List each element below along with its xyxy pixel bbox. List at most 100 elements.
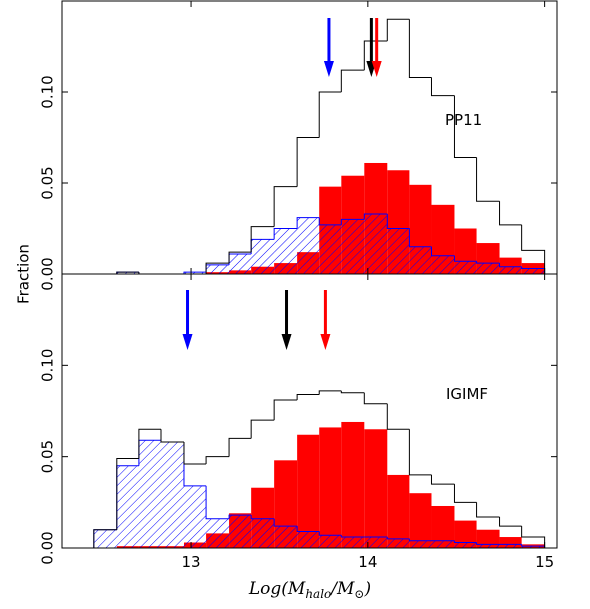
x-tick-label: 14 (358, 553, 377, 571)
panel-label: PP11 (445, 111, 482, 129)
bar-outline (296, 526, 320, 533)
bar-outline (453, 540, 477, 544)
arrow-head (323, 61, 334, 77)
bar-outline (228, 437, 252, 457)
bar (409, 540, 432, 548)
bar-outline (273, 518, 298, 527)
arrow-head (182, 334, 193, 350)
bar-outline (228, 251, 252, 264)
bar (476, 544, 500, 548)
bar-outline (273, 186, 298, 227)
x-axis-label-part: halo (305, 587, 331, 601)
bar (229, 253, 252, 274)
bar (454, 520, 477, 548)
arrow-marker (371, 18, 382, 77)
bar (499, 537, 522, 548)
bar (431, 540, 455, 548)
bar-outline (250, 515, 275, 520)
x-tick-label: 13 (182, 553, 201, 571)
y-axis-label: Fraction (15, 244, 33, 304)
arrow-head (371, 61, 382, 77)
bar (319, 427, 342, 548)
bar (387, 474, 410, 548)
bar-outline (318, 217, 342, 226)
bar (183, 485, 207, 548)
bar (454, 542, 477, 548)
bar-outline (408, 19, 432, 78)
bar (364, 429, 388, 548)
bar-outline (183, 271, 207, 274)
bar-outline (476, 502, 500, 518)
bar (251, 518, 275, 548)
bar-outline (453, 95, 477, 159)
arrow-marker (320, 290, 331, 350)
bar (521, 268, 545, 274)
bar-outline (296, 217, 320, 229)
bar (476, 529, 500, 548)
bar-outline (273, 228, 298, 240)
bar-outline (250, 226, 275, 253)
bar-outline (340, 218, 365, 225)
bar (476, 263, 500, 274)
y-tick-label: 0.00 (39, 531, 57, 564)
bar-outline (296, 137, 320, 187)
bar-outline (116, 271, 139, 274)
bar (183, 272, 207, 274)
bar-outline (116, 457, 139, 530)
bar-outline (363, 213, 388, 220)
bar-outline (408, 228, 432, 248)
x-axis-label-part: Log(M (248, 579, 306, 599)
bar-outline (318, 531, 342, 536)
bar-outline (430, 77, 455, 97)
bar (274, 228, 298, 274)
bar-outline (318, 91, 342, 138)
bar-outline (296, 394, 320, 401)
bar (341, 421, 365, 548)
bar-outline (228, 514, 252, 519)
bar-outline (453, 484, 477, 503)
bar-outline (318, 390, 342, 395)
bar (251, 239, 275, 274)
bar (116, 272, 139, 274)
bar (364, 537, 388, 548)
bar-outline (250, 419, 275, 439)
bar (116, 465, 139, 548)
bar (387, 538, 410, 548)
bar-outline (386, 18, 410, 42)
bar-outline (205, 262, 230, 274)
bar (387, 228, 410, 274)
bar (274, 526, 298, 548)
bar (319, 224, 342, 274)
bar-outline (453, 255, 477, 262)
x-axis-label: Log(Mhalo/M⊙) (248, 579, 371, 601)
bar-outline (386, 403, 410, 430)
arrow-marker (281, 290, 292, 350)
bar-outline (430, 246, 455, 257)
panel-label: IGIMF (446, 385, 488, 403)
y-tick-label: 0.00 (39, 257, 57, 290)
bar (319, 535, 342, 548)
y-tick-label: 0.10 (39, 75, 57, 108)
bar-outline (363, 392, 388, 405)
bar (229, 515, 252, 548)
x-axis-label-part: ) (363, 579, 371, 599)
y-tick-label: 0.05 (39, 166, 57, 199)
bar-outline (340, 390, 365, 394)
y-tick-label: 0.05 (39, 440, 57, 473)
bar (409, 493, 432, 548)
bar (364, 213, 388, 274)
x-axis-label-part: ⊙ (354, 587, 364, 601)
bar (341, 537, 365, 548)
bar-outline (476, 157, 500, 202)
bar (93, 529, 117, 548)
bar-outline (363, 40, 388, 71)
bar-outline (340, 69, 365, 92)
bar-outline (408, 429, 432, 476)
arrow-head (281, 334, 292, 350)
axes-frame (61, 273, 558, 549)
bar (297, 531, 320, 548)
bar (499, 266, 522, 274)
bar (499, 544, 522, 548)
bar (206, 518, 230, 548)
bar (138, 440, 161, 548)
